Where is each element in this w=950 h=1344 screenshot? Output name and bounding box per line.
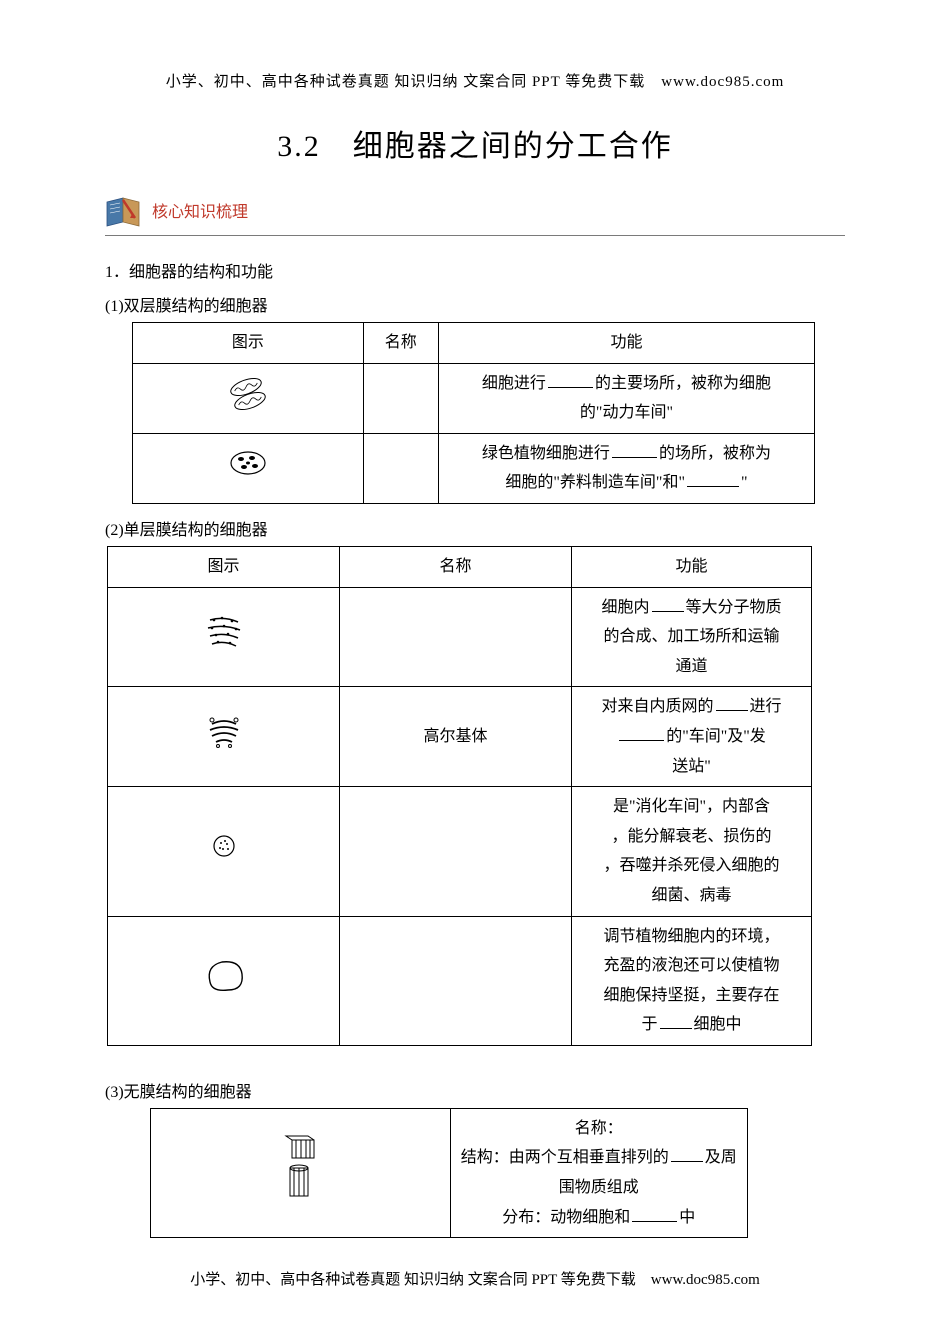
table-row: 是"消化车间"，内部含 ，能分解衰老、损伤的 ，吞噬并杀死侵入细胞的 细菌、病毒 <box>108 787 812 916</box>
text-fragment: 名称： <box>575 1120 623 1137</box>
subheading-2: (2)单层膜结构的细胞器 <box>105 516 845 540</box>
fill-blank <box>612 442 657 458</box>
section-banner: 核心知识梳理 <box>105 190 845 230</box>
text-fragment: 充盈的液泡还可以使植物 <box>603 957 779 974</box>
text-fragment: 细菌、病毒 <box>651 887 731 904</box>
page-footer: 小学、初中、高中各种试卷真题 知识归纳 文案合同 PPT 等免费下载 www.d… <box>0 1268 950 1289</box>
fill-blank <box>716 695 748 711</box>
mitochondria-icon <box>224 369 272 417</box>
table-header-cell: 图示 <box>133 323 364 364</box>
table-cell <box>340 787 572 916</box>
table-cell-image <box>108 587 340 687</box>
text-fragment: 绿色植物细胞进行 <box>482 445 610 462</box>
table-row: 图示 名称 功能 <box>108 546 812 587</box>
section-divider <box>105 235 845 236</box>
text-fragment: 送站" <box>672 758 711 775</box>
table-row: 高尔基体 对来自内质网的 进行 的"车间"及"发 送站" <box>108 687 812 787</box>
banner-text: 核心知识梳理 <box>152 198 248 222</box>
book-icon <box>105 192 147 228</box>
text-fragment: 中 <box>679 1209 695 1226</box>
page-header: 小学、初中、高中各种试卷真题 知识归纳 文案合同 PPT 等免费下载 www.d… <box>105 70 845 91</box>
fill-blank <box>632 1206 677 1222</box>
centriole-icon <box>272 1132 328 1204</box>
text-fragment: 及周 <box>705 1149 737 1166</box>
fill-blank <box>652 596 684 612</box>
table-header-cell: 功能 <box>438 323 814 364</box>
table-cell-image <box>108 687 340 787</box>
text-fragment: 的主要场所，被称为细胞 <box>595 375 771 392</box>
er-icon <box>202 612 246 652</box>
text-fragment: 的"车间"及"发 <box>666 728 766 745</box>
text-fragment: 对来自内质网的 <box>601 698 713 715</box>
text-fragment: 是"消化车间"，内部含 <box>613 798 770 815</box>
document-title: 3.2 细胞器之间的分工合作 <box>105 121 845 165</box>
table-header-cell: 名称 <box>340 546 572 587</box>
text-fragment: 调节植物细胞内的环境， <box>603 928 779 945</box>
table-cell-image <box>133 433 364 503</box>
table-row: 调节植物细胞内的环境， 充盈的液泡还可以使植物 细胞保持坚挺，主要存在 于 细胞中 <box>108 916 812 1045</box>
text-fragment: 于 <box>641 1016 657 1033</box>
table-header-cell: 功能 <box>572 546 812 587</box>
table-row: 名称： 结构：由两个互相垂直排列的 及周 围物质组成 分布：动物细胞和 中 <box>151 1108 748 1237</box>
subheading-1: (1)双层膜结构的细胞器 <box>105 292 845 316</box>
lysosome-icon <box>211 833 237 859</box>
text-fragment: 的"动力车间" <box>580 404 673 421</box>
heading-1: 1．细胞器的结构和功能 <box>105 258 845 282</box>
table-single-membrane: 图示 名称 功能 细胞内 等大分子物质 的合成、加工场所和运输 通道 <box>107 546 812 1046</box>
table-cell <box>340 916 572 1045</box>
fill-blank <box>671 1146 703 1162</box>
text-fragment: ，能分解衰老、损伤的 <box>611 828 771 845</box>
table-row: 绿色植物细胞进行 的场所，被称为 细胞的"养料制造车间"和" " <box>133 433 815 503</box>
fill-blank <box>619 725 664 741</box>
text-fragment: 细胞的"养料制造车间"和" <box>505 474 685 491</box>
text-fragment: 分布：动物细胞和 <box>502 1209 630 1226</box>
text-fragment: 通道 <box>675 658 707 675</box>
table-cell <box>340 587 572 687</box>
table-cell: 细胞进行 的主要场所，被称为细胞 的"动力车间" <box>438 363 814 433</box>
table-header-cell: 图示 <box>108 546 340 587</box>
table-cell-image <box>151 1108 451 1237</box>
table-row: 细胞内 等大分子物质 的合成、加工场所和运输 通道 <box>108 587 812 687</box>
table-double-membrane: 图示 名称 功能 细胞进行 的主要场所，被称为细胞 的"动力车间" <box>132 322 815 504</box>
text-fragment: 围物质组成 <box>559 1179 639 1196</box>
text-fragment: 细胞中 <box>694 1016 742 1033</box>
table-cell: 名称： 结构：由两个互相垂直排列的 及周 围物质组成 分布：动物细胞和 中 <box>450 1108 748 1237</box>
table-cell <box>363 433 438 503</box>
vacuole-icon <box>200 954 248 996</box>
table-cell <box>363 363 438 433</box>
table-cell-image <box>133 363 364 433</box>
text-fragment: 细胞保持坚挺，主要存在 <box>603 987 779 1004</box>
table-cell: 高尔基体 <box>340 687 572 787</box>
text-fragment: 结构：由两个互相垂直排列的 <box>461 1149 669 1166</box>
table-cell: 细胞内 等大分子物质 的合成、加工场所和运输 通道 <box>572 587 812 687</box>
document-page: 小学、初中、高中各种试卷真题 知识归纳 文案合同 PPT 等免费下载 www.d… <box>0 0 950 1300</box>
table-row: 细胞进行 的主要场所，被称为细胞 的"动力车间" <box>133 363 815 433</box>
text-fragment: 的场所，被称为 <box>659 445 771 462</box>
text-fragment: 的合成、加工场所和运输 <box>603 628 779 645</box>
text-fragment: 细胞内 <box>601 599 649 616</box>
table-cell-image <box>108 916 340 1045</box>
table-cell: 对来自内质网的 进行 的"车间"及"发 送站" <box>572 687 812 787</box>
text-fragment: 进行 <box>750 698 782 715</box>
fill-blank <box>548 372 593 388</box>
text-fragment: 细胞进行 <box>482 375 546 392</box>
fill-blank <box>660 1013 692 1029</box>
table-cell-image <box>108 787 340 916</box>
text-fragment: 等大分子物质 <box>686 599 782 616</box>
table-header-cell: 名称 <box>363 323 438 364</box>
table-row: 图示 名称 功能 <box>133 323 815 364</box>
subheading-3: (3)无膜结构的细胞器 <box>105 1078 845 1102</box>
text-fragment: " <box>741 474 748 491</box>
chloroplast-icon <box>228 448 268 478</box>
table-cell: 是"消化车间"，内部含 ，能分解衰老、损伤的 ，吞噬并杀死侵入细胞的 细菌、病毒 <box>572 787 812 916</box>
fill-blank <box>687 471 739 487</box>
text-fragment: ，吞噬并杀死侵入细胞的 <box>603 857 779 874</box>
table-cell: 调节植物细胞内的环境， 充盈的液泡还可以使植物 细胞保持坚挺，主要存在 于 细胞中 <box>572 916 812 1045</box>
table-cell: 绿色植物细胞进行 的场所，被称为 细胞的"养料制造车间"和" " <box>438 433 814 503</box>
table-no-membrane: 名称： 结构：由两个互相垂直排列的 及周 围物质组成 分布：动物细胞和 中 <box>150 1108 748 1238</box>
golgi-icon <box>204 712 244 750</box>
